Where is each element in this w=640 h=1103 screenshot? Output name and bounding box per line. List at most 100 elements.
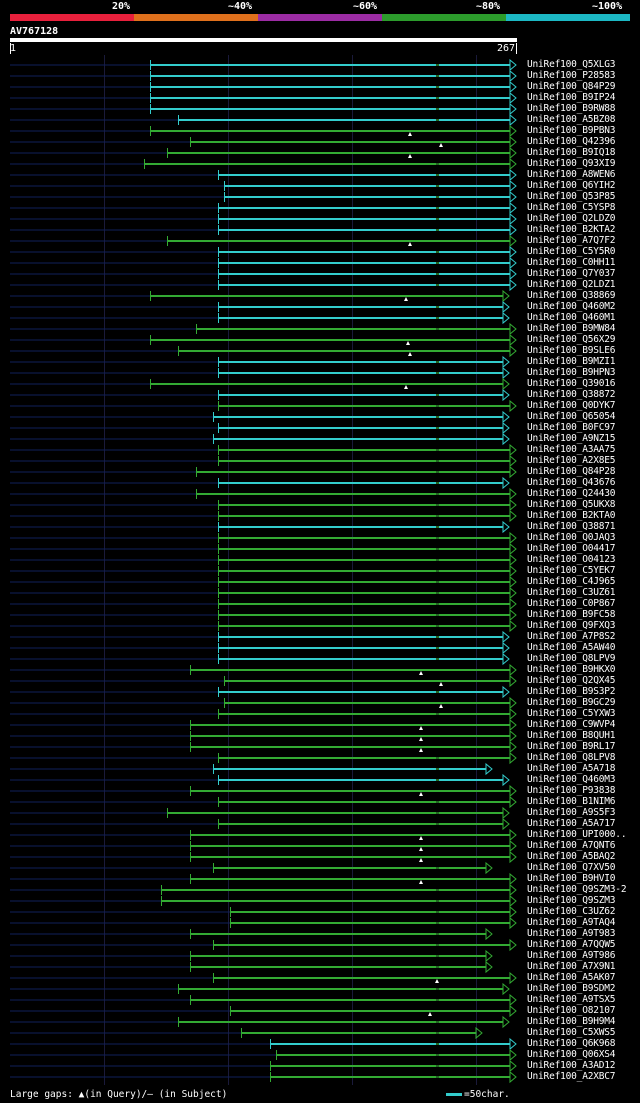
- hit-link[interactable]: UniRef100_Q7XV50: [527, 862, 616, 873]
- hit-link[interactable]: UniRef100_Q460M2: [527, 301, 616, 312]
- hit-link[interactable]: UniRef100_Q42396: [527, 136, 616, 147]
- hit-link[interactable]: UniRef100_A5A717: [527, 818, 616, 829]
- hit-link[interactable]: UniRef100_Q460M3: [527, 774, 616, 785]
- hit-link[interactable]: UniRef100_A5AK07: [527, 972, 616, 983]
- hit-link[interactable]: UniRef100_C0P867: [527, 598, 616, 609]
- hit-link[interactable]: UniRef100_B9RL17: [527, 741, 616, 752]
- hit-link[interactable]: UniRef100_A8WEN6: [527, 169, 616, 180]
- hit-link[interactable]: UniRef100_Q84P28: [527, 466, 616, 477]
- hit-alignment-bar: [218, 647, 503, 649]
- query-gap-icon: [419, 836, 423, 840]
- hit-link[interactable]: UniRef100_C5YSP8: [527, 202, 616, 213]
- hit-link[interactable]: UniRef100_C9WVP4: [527, 719, 616, 730]
- hit-link[interactable]: UniRef100_Q2QX45: [527, 675, 616, 686]
- hit-link[interactable]: UniRef100_C3UZ61: [527, 587, 616, 598]
- hit-link[interactable]: UniRef100_Q8LPV9: [527, 653, 616, 664]
- hit-link[interactable]: UniRef100_P28583: [527, 70, 616, 81]
- hit-link[interactable]: UniRef100_UPI000..: [527, 829, 627, 840]
- hit-link[interactable]: UniRef100_A9T986: [527, 950, 616, 961]
- hit-link[interactable]: UniRef100_Q6K968: [527, 1038, 616, 1049]
- hit-link[interactable]: UniRef100_B9IP24: [527, 92, 616, 103]
- hit-link[interactable]: UniRef100_Q65054: [527, 411, 616, 422]
- hit-link[interactable]: UniRef100_Q24430: [527, 488, 616, 499]
- hit-link[interactable]: UniRef100_Q93XI9: [527, 158, 616, 169]
- hit-link[interactable]: UniRef100_C5Y5R0: [527, 246, 616, 257]
- hit-link[interactable]: UniRef100_Q84P29: [527, 81, 616, 92]
- hit-link[interactable]: UniRef100_Q2LDZ1: [527, 279, 616, 290]
- hit-link[interactable]: UniRef100_Q38872: [527, 389, 616, 400]
- hit-link[interactable]: UniRef100_Q56X29: [527, 334, 616, 345]
- hit-end-arrow-icon: [502, 685, 510, 699]
- hit-link[interactable]: UniRef100_C3UZ62: [527, 906, 616, 917]
- hit-link[interactable]: UniRef100_B9RW88: [527, 103, 616, 114]
- hit-link[interactable]: UniRef100_Q0JAQ3: [527, 532, 616, 543]
- hit-link[interactable]: UniRef100_O04417: [527, 543, 616, 554]
- hit-link[interactable]: UniRef100_A7X9N1: [527, 961, 616, 972]
- hit-link[interactable]: UniRef100_B8QUH1: [527, 730, 616, 741]
- hit-link[interactable]: UniRef100_Q0DYK7: [527, 400, 616, 411]
- hit-link[interactable]: UniRef100_B9HKX0: [527, 664, 616, 675]
- hit-link[interactable]: UniRef100_B2KTA0: [527, 510, 616, 521]
- hit-alignment-bar: [150, 339, 510, 341]
- hit-link[interactable]: UniRef100_Q9SZM3-2: [527, 884, 627, 895]
- hit-link[interactable]: UniRef100_B0FC97: [527, 422, 616, 433]
- hit-link[interactable]: UniRef100_A9NZ15: [527, 433, 616, 444]
- hit-link[interactable]: UniRef100_Q38871: [527, 521, 616, 532]
- hit-link[interactable]: UniRef100_A9TAQ4: [527, 917, 616, 928]
- hit-link[interactable]: UniRef100_A7QQW5: [527, 939, 616, 950]
- hit-link[interactable]: UniRef100_B9HPN3: [527, 367, 616, 378]
- hit-link[interactable]: UniRef100_A2X8E5: [527, 455, 616, 466]
- hit-link[interactable]: UniRef100_A7Q7F2: [527, 235, 616, 246]
- hit-link[interactable]: UniRef100_C5YEK7: [527, 565, 616, 576]
- hit-link[interactable]: UniRef100_A9T983: [527, 928, 616, 939]
- hit-link[interactable]: UniRef100_Q38869: [527, 290, 616, 301]
- hit-link[interactable]: UniRef100_B9GC29: [527, 697, 616, 708]
- hit-link[interactable]: UniRef100_A5A718: [527, 763, 616, 774]
- hit-link[interactable]: UniRef100_Q5XLG3: [527, 59, 616, 70]
- hit-link[interactable]: UniRef100_Q460M1: [527, 312, 616, 323]
- hit-link[interactable]: UniRef100_O04123: [527, 554, 616, 565]
- hit-link[interactable]: UniRef100_A3AA75: [527, 444, 616, 455]
- hit-link[interactable]: UniRef100_Q9FXQ3: [527, 620, 616, 631]
- hit-link[interactable]: UniRef100_A5BAQ2: [527, 851, 616, 862]
- hit-link[interactable]: UniRef100_C0HH11: [527, 257, 616, 268]
- hit-link[interactable]: UniRef100_A2XBC7: [527, 1071, 616, 1082]
- hit-link[interactable]: UniRef100_Q8LPV8: [527, 752, 616, 763]
- hit-link[interactable]: UniRef100_B9S3P2: [527, 686, 616, 697]
- hit-link[interactable]: UniRef100_B9HVI0: [527, 873, 616, 884]
- hit-link[interactable]: UniRef100_Q43676: [527, 477, 616, 488]
- hit-link[interactable]: UniRef100_A5BZ08: [527, 114, 616, 125]
- hit-link[interactable]: UniRef100_A7QNT6: [527, 840, 616, 851]
- hit-link[interactable]: UniRef100_B9MZI1: [527, 356, 616, 367]
- hit-link[interactable]: UniRef100_Q2LDZ0: [527, 213, 616, 224]
- hit-link[interactable]: UniRef100_Q53P85: [527, 191, 616, 202]
- hit-link[interactable]: UniRef100_Q6YIH2: [527, 180, 616, 191]
- hit-link[interactable]: UniRef100_C5YXW3: [527, 708, 616, 719]
- hit-link[interactable]: UniRef100_A9TSX5: [527, 994, 616, 1005]
- hit-link[interactable]: UniRef100_B9IQ18: [527, 147, 616, 158]
- hit-link[interactable]: UniRef100_B2KTA2: [527, 224, 616, 235]
- hit-link[interactable]: UniRef100_Q5UKX8: [527, 499, 616, 510]
- hit-link[interactable]: UniRef100_C4J965: [527, 576, 616, 587]
- hit-link[interactable]: UniRef100_O82107: [527, 1005, 616, 1016]
- hit-link[interactable]: UniRef100_A7P8S2: [527, 631, 616, 642]
- hit-link[interactable]: UniRef100_C5XWS5: [527, 1027, 616, 1038]
- hit-link[interactable]: UniRef100_B9SDM2: [527, 983, 616, 994]
- hit-link[interactable]: UniRef100_B1NIM6: [527, 796, 616, 807]
- hit-link[interactable]: UniRef100_B9PBN3: [527, 125, 616, 136]
- hit-row: UniRef100_A5AK07: [0, 972, 640, 985]
- hit-link[interactable]: UniRef100_A9S5F3: [527, 807, 616, 818]
- hit-link[interactable]: UniRef100_A3AD12: [527, 1060, 616, 1071]
- hit-link[interactable]: UniRef100_B9SLE6: [527, 345, 616, 356]
- hit-bars: [10, 58, 517, 1084]
- hit-link[interactable]: UniRef100_A5AW40: [527, 642, 616, 653]
- hit-link[interactable]: UniRef100_B9H9M4: [527, 1016, 616, 1027]
- hit-link[interactable]: UniRef100_Q7Y037: [527, 268, 616, 279]
- hit-link[interactable]: UniRef100_B9FC58: [527, 609, 616, 620]
- hit-link[interactable]: UniRef100_Q39016: [527, 378, 616, 389]
- hit-link[interactable]: UniRef100_Q06XS4: [527, 1049, 616, 1060]
- hit-link[interactable]: UniRef100_Q9SZM3: [527, 895, 616, 906]
- hit-alignment-bar: [190, 669, 510, 671]
- hit-link[interactable]: UniRef100_B9MW84: [527, 323, 616, 334]
- hit-link[interactable]: UniRef100_P93838: [527, 785, 616, 796]
